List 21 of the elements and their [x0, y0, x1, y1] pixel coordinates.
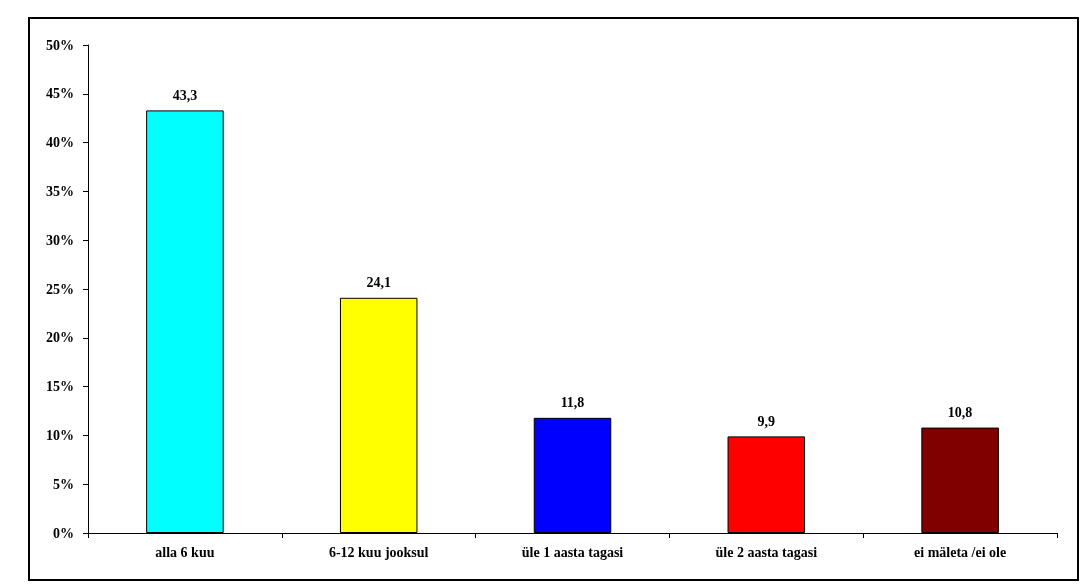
x-tick-label: alla 6 kuu: [155, 544, 215, 560]
y-tick-label: 30%: [46, 232, 74, 248]
data-label: 24,1: [366, 275, 391, 291]
y-tick-label: 0%: [53, 525, 74, 541]
x-tick-label: ei mäleta /ei ole: [914, 544, 1007, 560]
y-tick-label: 45%: [46, 86, 74, 102]
y-tick-label: 15%: [46, 379, 74, 395]
data-label: 9,9: [757, 413, 776, 429]
y-tick-label: 10%: [46, 427, 74, 443]
y-tick-label: 5%: [53, 476, 74, 492]
data-label: 43,3: [172, 87, 198, 103]
x-tick-label: üle 2 aasta tagasi: [715, 544, 818, 560]
data-label: 11,8: [560, 395, 585, 411]
y-tick-label: 25%: [46, 281, 74, 297]
y-tick-label: 40%: [46, 135, 74, 151]
x-tick-label: 6-12 kuu jooksul: [328, 544, 429, 560]
y-tick-label: 35%: [46, 183, 74, 199]
data-label: 10,8: [947, 405, 973, 421]
x-tick-label: üle 1 aasta tagasi: [521, 544, 624, 560]
y-tick-label: 50%: [46, 37, 74, 53]
y-tick-label: 20%: [46, 330, 74, 346]
